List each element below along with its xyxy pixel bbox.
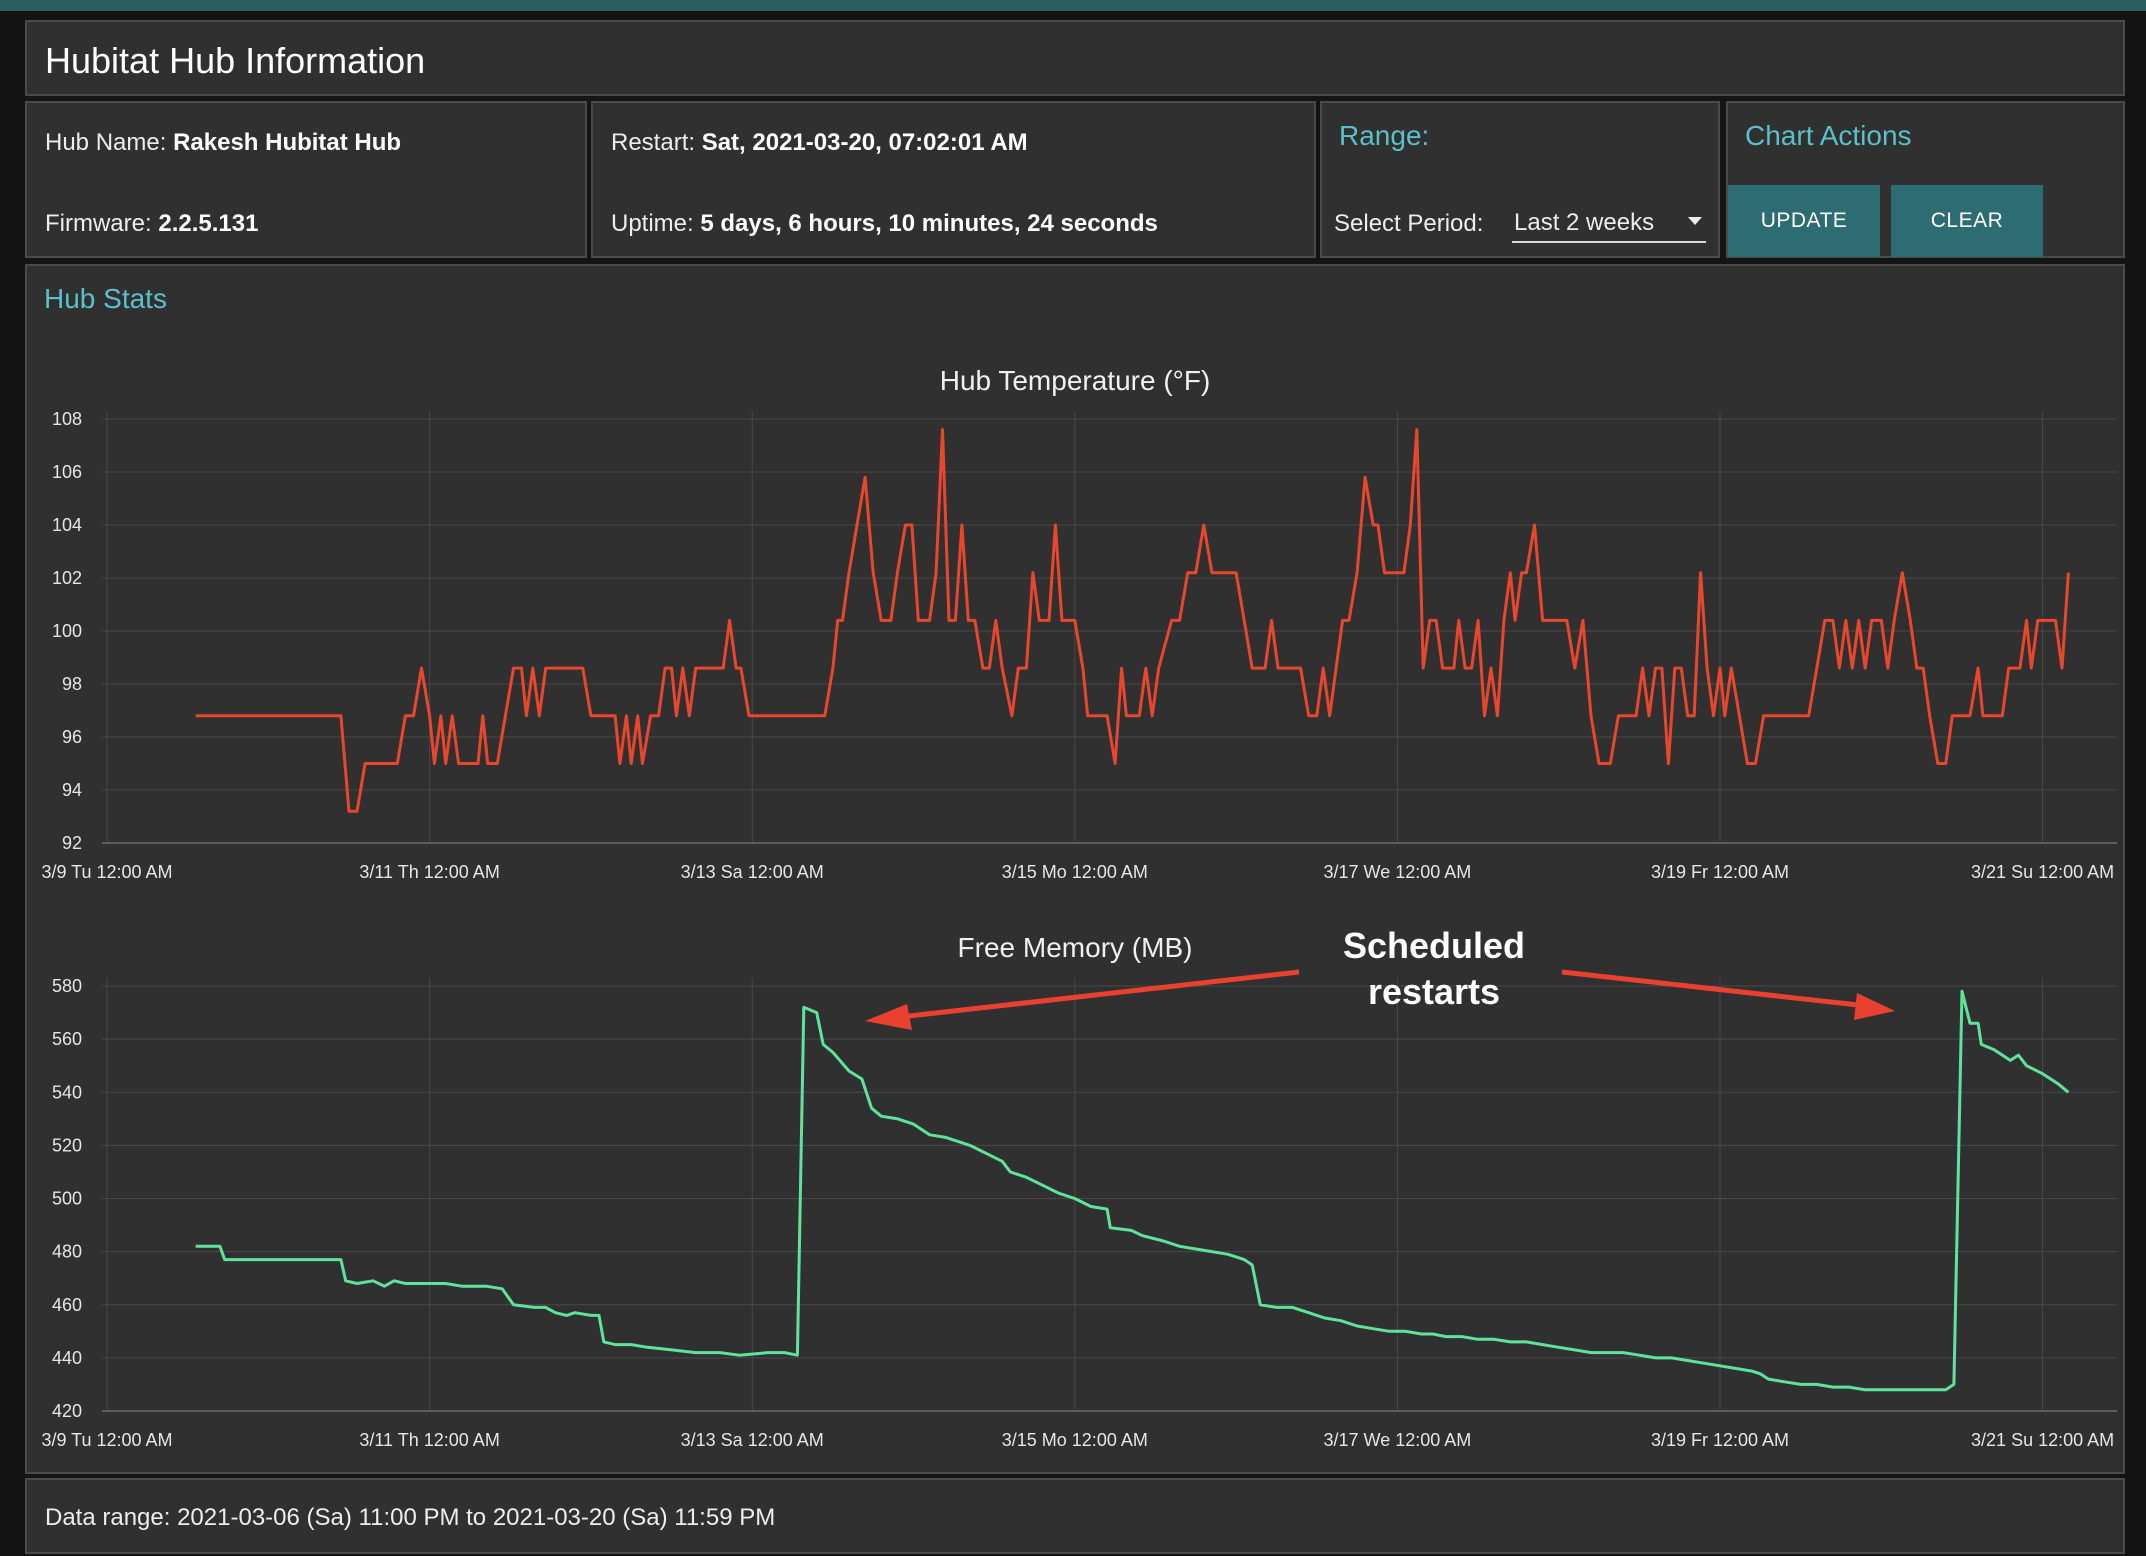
hub-name-label: Hub Name: — [45, 129, 167, 156]
chevron-down-icon — [1688, 217, 1702, 225]
hub-name-value: Rakesh Hubitat Hub — [173, 129, 402, 156]
x-tick-label: 3/21 Su 12:00 AM — [1971, 862, 2114, 882]
chart-title: Free Memory (MB) — [958, 932, 1193, 963]
x-tick-label: 3/19 Fr 12:00 AM — [1651, 862, 1789, 882]
hub-name-row: Hub Name: Rakesh Hubitat Hub — [45, 129, 401, 157]
x-tick-label: 3/13 Sa 12:00 AM — [681, 862, 824, 882]
uptime-label: Uptime: — [611, 210, 694, 237]
y-tick-label: 98 — [62, 674, 82, 694]
annotation-arrowhead — [865, 1004, 912, 1030]
x-tick-label: 3/15 Mo 12:00 AM — [1002, 862, 1148, 882]
y-tick-label: 104 — [52, 515, 82, 535]
y-tick-label: 500 — [52, 1189, 82, 1209]
title-panel: Hubitat Hub Information — [25, 20, 2125, 96]
update-button[interactable]: UPDATE — [1728, 185, 1880, 257]
x-tick-label: 3/13 Sa 12:00 AM — [681, 1430, 824, 1450]
y-tick-label: 92 — [62, 833, 82, 853]
restart-row: Restart: Sat, 2021-03-20, 07:02:01 AM — [611, 129, 1028, 157]
top-accent-bar — [0, 0, 2146, 11]
y-tick-label: 106 — [52, 462, 82, 482]
charts-area: Hub Temperature (°F) 92 94 96 98 100 102 104 106… — [41, 365, 2117, 1450]
y-tick-label: 420 — [52, 1401, 82, 1421]
y-tick-label: 520 — [52, 1135, 82, 1155]
annotation-text: Scheduled — [1343, 925, 1525, 966]
footer-panel: Data range: 2021-03-06 (Sa) 11:00 PM to … — [25, 1478, 2125, 1554]
y-tick-label: 108 — [52, 409, 82, 429]
series-line — [195, 428, 2070, 813]
page-title: Hubitat Hub Information — [45, 40, 426, 81]
y-tick-label: 560 — [52, 1029, 82, 1049]
chart-title: Hub Temperature (°F) — [940, 365, 1211, 396]
hub-stats-panel: Hub Stats Hub Temperature (°F) 92 94 96 98 10… — [25, 264, 2125, 1474]
x-tick-label: 3/17 We 12:00 AM — [1324, 1430, 1472, 1450]
annotation-arrow — [908, 969, 1300, 1019]
y-tick-label: 540 — [52, 1082, 82, 1102]
hub-stats-title: Hub Stats — [44, 283, 167, 314]
firmware-row: Firmware: 2.2.5.131 — [45, 210, 258, 238]
y-tick-label: 440 — [52, 1348, 82, 1368]
restart-info-panel: Restart: Sat, 2021-03-20, 07:02:01 AM Up… — [591, 101, 1316, 258]
period-select-value: Last 2 weeks — [1514, 209, 1655, 236]
x-tick-label: 3/17 We 12:00 AM — [1324, 862, 1472, 882]
x-tick-label: 3/11 Th 12:00 AM — [359, 862, 499, 882]
data-range-text: Data range: 2021-03-06 (Sa) 11:00 PM to … — [45, 1504, 776, 1531]
x-tick-label: 3/9 Tu 12:00 AM — [41, 1430, 172, 1450]
annotation-arrow — [1561, 969, 1868, 1009]
x-tick-label: 3/11 Th 12:00 AM — [359, 1430, 499, 1450]
clear-button[interactable]: CLEAR — [1891, 185, 2043, 257]
y-tick-label: 100 — [52, 621, 82, 641]
chart-actions-title: Chart Actions — [1745, 120, 1912, 151]
chart-actions-panel: Chart Actions UPDATE CLEAR — [1726, 101, 2125, 258]
range-title: Range: — [1339, 120, 1430, 151]
hub-info-panel: Hub Name: Rakesh Hubitat Hub Firmware: 2… — [25, 101, 587, 258]
series-line — [195, 989, 2070, 1392]
x-tick-label: 3/9 Tu 12:00 AM — [41, 862, 172, 882]
firmware-label: Firmware: — [45, 210, 152, 237]
annotation-arrowhead — [1854, 993, 1895, 1020]
x-tick-label: 3/19 Fr 12:00 AM — [1651, 1430, 1789, 1450]
uptime-value: 5 days, 6 hours, 10 minutes, 24 seconds — [700, 210, 1158, 237]
y-tick-label: 94 — [62, 780, 82, 800]
y-tick-label: 96 — [62, 727, 82, 747]
restart-value: Sat, 2021-03-20, 07:02:01 AM — [701, 129, 1028, 156]
x-tick-label: 3/15 Mo 12:00 AM — [1002, 1430, 1148, 1450]
x-tick-label: 3/21 Su 12:00 AM — [1971, 1430, 2114, 1450]
y-tick-label: 102 — [52, 568, 82, 588]
y-tick-label: 580 — [52, 976, 82, 996]
range-panel: Range: Select Period: Last 2 weeks — [1320, 101, 1720, 258]
uptime-row: Uptime: 5 days, 6 hours, 10 minutes, 24 … — [611, 210, 1158, 238]
y-tick-label: 480 — [52, 1242, 82, 1262]
annotation-text: restarts — [1368, 971, 1500, 1012]
y-tick-label: 460 — [52, 1295, 82, 1315]
select-period-label: Select Period: — [1334, 210, 1484, 237]
restart-label: Restart: — [611, 129, 696, 156]
period-select[interactable]: Last 2 weeks — [1512, 203, 1706, 243]
firmware-value: 2.2.5.131 — [158, 210, 259, 237]
